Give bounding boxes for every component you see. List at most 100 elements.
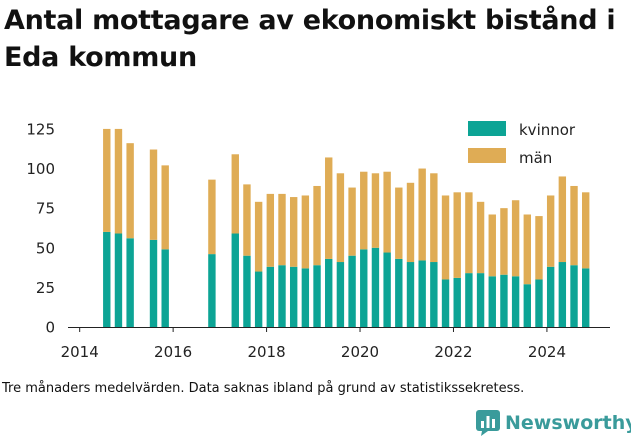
- x-tick-label: 2016: [154, 343, 192, 361]
- bar-kvinnor: [313, 265, 321, 327]
- bar-man: [535, 216, 543, 280]
- bar-man: [395, 187, 403, 259]
- bar-man: [149, 149, 158, 240]
- bar-man: [360, 171, 368, 250]
- bar-man: [465, 192, 473, 274]
- bar-man: [441, 195, 450, 280]
- bar-man: [500, 208, 508, 275]
- bar-kvinnor: [231, 233, 239, 327]
- y-tick-label: 100: [26, 160, 55, 178]
- bar-man: [126, 143, 134, 239]
- bar-man: [511, 200, 520, 277]
- bar-man: [313, 185, 321, 266]
- y-tick-label: 125: [26, 120, 55, 138]
- legend-label-man: män: [519, 149, 552, 167]
- bar-man: [476, 201, 485, 274]
- bar-kvinnor: [570, 265, 578, 327]
- y-axis-ticks: 0 25 50 75 100 125: [26, 120, 55, 336]
- bar-man: [325, 157, 333, 259]
- bar-man: [371, 173, 380, 248]
- bar-kvinnor: [114, 233, 123, 327]
- footnote: Tre månaders medelvärden. Data saknas ib…: [2, 381, 525, 396]
- y-tick-label: 75: [36, 200, 55, 218]
- bar-man: [231, 154, 239, 234]
- bar-kvinnor: [149, 239, 158, 327]
- bar-kvinnor: [278, 265, 286, 327]
- bar-man: [254, 201, 263, 272]
- bar-man: [336, 173, 345, 263]
- y-tick-label: 0: [45, 319, 55, 337]
- bar-man: [289, 197, 298, 267]
- bar-kvinnor: [546, 266, 555, 327]
- newsworthy-brand: Newsworthy: [476, 408, 631, 438]
- y-tick-label: 50: [36, 239, 55, 257]
- bar-man: [278, 193, 286, 266]
- brand-name: Newsworthy: [505, 412, 631, 434]
- legend-label-kvinnor: kvinnor: [519, 121, 576, 139]
- bar-man: [243, 184, 251, 256]
- newsworthy-logo-icon: [476, 410, 500, 436]
- bar-kvinnor: [348, 255, 356, 327]
- bar-man: [103, 128, 111, 232]
- bar-kvinnor: [266, 266, 275, 327]
- bar-man: [383, 171, 391, 253]
- bar-kvinnor: [535, 279, 543, 327]
- bar-man: [582, 192, 590, 269]
- bar-kvinnor: [441, 279, 450, 327]
- x-tick-label: 2014: [61, 343, 99, 361]
- legend-swatch-kvinnor: [468, 121, 506, 136]
- bar-man: [208, 179, 216, 255]
- bar-man: [546, 195, 555, 267]
- bar-kvinnor: [430, 262, 438, 327]
- bar-kvinnor: [254, 271, 263, 327]
- bar-kvinnor: [558, 262, 567, 327]
- bar-man: [523, 214, 531, 285]
- bar-kvinnor: [406, 262, 415, 327]
- bar-man: [161, 165, 169, 250]
- bar-man: [453, 192, 461, 278]
- y-tick-label: 25: [36, 279, 55, 297]
- bar-man: [558, 176, 567, 263]
- bar-kvinnor: [161, 249, 169, 327]
- bar-kvinnor: [103, 231, 111, 327]
- bar-kvinnor: [418, 260, 426, 327]
- bar-kvinnor: [582, 268, 590, 327]
- bar-kvinnor: [453, 277, 461, 327]
- x-axis-ticks: 2014 2016 2018 2020 2022 2024: [61, 327, 566, 361]
- bar-kvinnor: [325, 258, 333, 327]
- bar-man: [114, 128, 123, 234]
- bar-kvinnor: [371, 247, 380, 327]
- legend-swatch-man: [468, 148, 506, 163]
- bar-man: [301, 195, 310, 269]
- bar-man: [570, 185, 578, 266]
- bar-man: [430, 173, 438, 263]
- bar-kvinnor: [488, 276, 496, 327]
- bar-kvinnor: [465, 273, 473, 327]
- legend: kvinnor män: [468, 121, 576, 167]
- bar-man: [488, 214, 496, 277]
- x-tick-label: 2020: [341, 343, 379, 361]
- bar-kvinnor: [476, 273, 485, 327]
- bar-kvinnor: [383, 252, 391, 327]
- bar-kvinnor: [208, 254, 216, 327]
- bar-kvinnor: [336, 262, 345, 327]
- bar-kvinnor: [523, 284, 531, 327]
- bar-man: [406, 182, 415, 263]
- bar-kvinnor: [289, 266, 298, 327]
- bar-kvinnor: [243, 255, 251, 327]
- bar-kvinnor: [301, 268, 310, 327]
- bar-man: [266, 193, 275, 267]
- bar-kvinnor: [395, 258, 403, 327]
- chart-title: Antal mottagare av ekonomiskt bistånd i …: [4, 5, 616, 73]
- x-tick-label: 2024: [528, 343, 566, 361]
- bar-man: [418, 168, 426, 261]
- bar-kvinnor: [126, 238, 134, 327]
- bar-kvinnor: [511, 276, 520, 327]
- bar-kvinnor: [500, 274, 508, 327]
- bar-man: [348, 187, 356, 256]
- x-tick-label: 2018: [247, 343, 285, 361]
- bar-marks: [103, 128, 590, 327]
- bar-kvinnor: [360, 249, 368, 327]
- x-tick-label: 2022: [434, 343, 472, 361]
